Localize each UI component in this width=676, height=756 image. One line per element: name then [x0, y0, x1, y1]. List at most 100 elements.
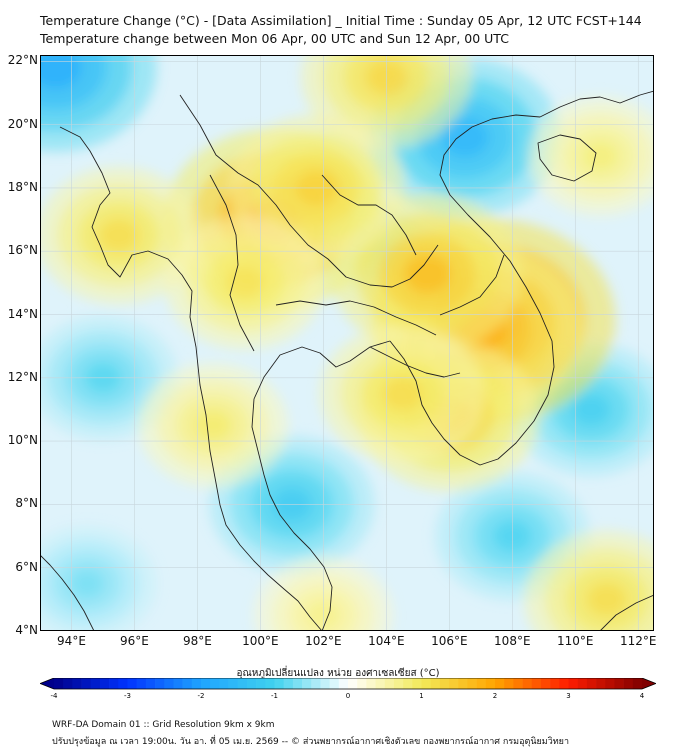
warm-area — [98, 218, 140, 253]
colorbar-cell — [164, 678, 174, 689]
colorbar-tick-label: 2 — [493, 692, 497, 700]
colorbar-cell — [495, 678, 505, 689]
colorbar-cell — [632, 678, 643, 689]
colorbar-cell — [127, 678, 137, 689]
latitude-label: 8°N — [15, 496, 38, 511]
longitude-label: 106°E — [431, 634, 468, 648]
colorbar-cell — [485, 678, 496, 689]
latitude-label: 10°N — [7, 433, 38, 448]
map-border — [40, 55, 654, 631]
colorbar-cell — [182, 678, 193, 689]
colorbar-cell — [201, 678, 211, 689]
colorbar-cell — [274, 678, 284, 689]
longitude-label: 110°E — [557, 634, 594, 648]
colorbar-cell — [155, 678, 165, 689]
colorbar-cell — [320, 678, 330, 689]
longitude-label: 108°E — [494, 634, 531, 648]
colorbar-cell — [586, 678, 597, 689]
latitude-label: 14°N — [7, 306, 38, 321]
colorbar-cell — [329, 678, 340, 689]
colorbar-cell — [81, 678, 92, 689]
colorbar-cell — [403, 678, 413, 689]
colorbar-cell — [596, 678, 606, 689]
colorbar-cell — [421, 678, 431, 689]
colorbar-cell — [375, 678, 386, 689]
model-info: WRF-DA Domain 01 :: Grid Resolution 9km … — [52, 720, 275, 730]
cool-area — [571, 392, 611, 427]
colorbar-tick-label: 4 — [640, 692, 645, 700]
cool-area — [69, 569, 105, 598]
colorbar-cell — [504, 678, 514, 689]
colorbar-tick-label: -1 — [271, 692, 278, 700]
colorbar-cell — [357, 678, 367, 689]
colorbar-cell — [605, 678, 615, 689]
chart-subtitle: Temperature change between Mon 06 Apr, 0… — [40, 31, 509, 46]
colorbar-cell — [393, 678, 404, 689]
colorbar-cell — [338, 678, 349, 689]
colorbar-cell — [210, 678, 220, 689]
colorbar-cell — [173, 678, 183, 689]
colorbar-cell — [311, 678, 321, 689]
colorbar-cell — [522, 678, 533, 689]
colorbar-tick-label: 0 — [346, 692, 350, 700]
longitude-label: 102°E — [305, 634, 342, 648]
temperature-change-map — [40, 55, 654, 631]
colorbar-tick-label: -4 — [51, 692, 59, 700]
warm-area — [381, 376, 423, 411]
latitude-label: 6°N — [15, 559, 38, 574]
colorbar-cell — [219, 678, 229, 689]
colorbar-cell — [559, 678, 569, 689]
chart-title: Temperature Change (°C) - [Data Assimila… — [40, 13, 642, 28]
latitude-label: 4°N — [15, 623, 38, 637]
warm-area — [403, 253, 452, 294]
colorbar-cell — [256, 678, 266, 689]
colorbar-cell — [384, 678, 395, 689]
colorbar-cell — [191, 678, 202, 689]
colorbar-cell — [577, 678, 588, 689]
warm-area — [224, 266, 265, 300]
colorbar-cell — [237, 678, 248, 689]
colorbar-cell — [136, 678, 147, 689]
colorbar-cell — [430, 678, 441, 689]
colorbar-cell — [90, 678, 101, 689]
latitude-label: 18°N — [7, 179, 38, 194]
colorbar-cell — [614, 678, 624, 689]
colorbar-cell — [54, 678, 64, 689]
colorbar-min-extend — [40, 678, 54, 689]
colorbar-cell — [531, 678, 542, 689]
colorbar-cell — [467, 678, 477, 689]
colorbar-cell — [99, 678, 110, 689]
colorbar-cell — [228, 678, 239, 689]
colorbar-tick-label: -2 — [198, 692, 205, 700]
colorbar: -4 -3 -2 -1 0 1 2 3 4 — [40, 678, 656, 700]
colorbar-cell — [513, 678, 523, 689]
warm-area — [194, 409, 232, 441]
colorbar-cell — [449, 678, 459, 689]
colorbar-max-extend — [642, 678, 656, 689]
colorbar-title: อุณหภูมิเปลี่ยนแปลง หน่วย องศาเซลเซียส (… — [236, 668, 440, 679]
colorbar-cell — [72, 678, 82, 689]
colorbar-cell — [292, 678, 303, 689]
cool-area — [441, 117, 489, 158]
longitude-label: 96°E — [120, 634, 149, 648]
colorbar-tick-label: 3 — [566, 692, 570, 700]
latitude-label: 12°N — [7, 369, 38, 384]
longitude-label: 104°E — [368, 634, 405, 648]
colorbar-cell — [476, 678, 487, 689]
cool-area — [40, 55, 81, 89]
longitude-label: 94°E — [57, 634, 86, 648]
latitude-label: 16°N — [7, 243, 38, 258]
colorbar-cell — [540, 678, 551, 689]
colorbar-cell — [412, 678, 422, 689]
colorbar-cell — [348, 678, 358, 689]
colorbar-cell — [439, 678, 450, 689]
longitude-label: 98°E — [182, 634, 212, 648]
latitude-label: 22°N — [7, 53, 38, 68]
longitude-label: 100°E — [242, 634, 279, 648]
colorbar-cell — [118, 678, 128, 689]
colorbar-cell — [145, 678, 156, 689]
latitude-label: 20°N — [7, 116, 38, 131]
update-credit: ปรับปรุงข้อมูล ณ เวลา 19:00น. วัน อา. ที… — [52, 737, 570, 747]
colorbar-cell — [568, 678, 578, 689]
colorbar-cell — [246, 678, 257, 689]
